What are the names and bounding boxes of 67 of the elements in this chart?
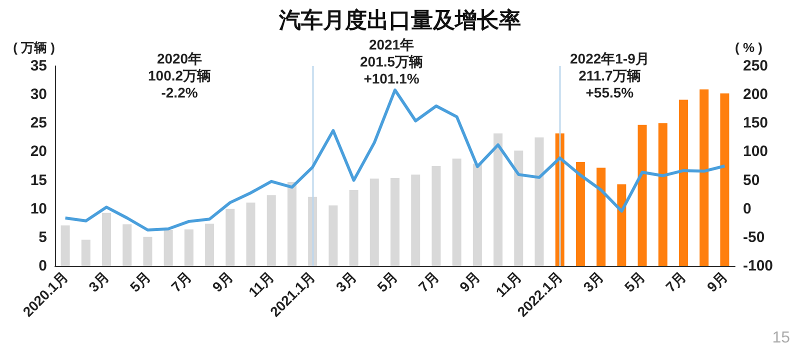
line-series <box>64 88 726 232</box>
annotation: 2020年 100.2万辆 -2.2% <box>148 50 212 100</box>
x-tick-label: 9月 <box>456 268 484 296</box>
y2-tick-label: -100 <box>743 258 774 274</box>
bar <box>452 158 462 266</box>
bar <box>266 195 276 266</box>
x-tick-label: 9月 <box>209 268 236 296</box>
bar <box>328 205 338 266</box>
bar <box>390 178 400 266</box>
bar <box>494 133 503 266</box>
bar <box>658 123 668 266</box>
bar <box>246 202 256 266</box>
bar <box>349 190 358 266</box>
bar <box>596 168 606 266</box>
y-tick-label: 25 <box>30 114 47 132</box>
bar <box>205 224 214 266</box>
bar <box>432 166 441 266</box>
annotation: 2021年 201.5万辆 +101.1% <box>360 36 424 86</box>
bar <box>472 164 482 266</box>
bar <box>60 225 70 266</box>
y2-tick-label: -50 <box>743 228 765 246</box>
y2-tick-label: 50 <box>743 172 760 189</box>
y2-tick-label: 100 <box>743 143 768 160</box>
chart-title: 汽车月度出口量及增长率 <box>278 8 521 32</box>
bar <box>700 89 709 266</box>
y-tick-label: 30 <box>30 86 47 104</box>
bar <box>534 137 544 266</box>
x-tick-label: 5月 <box>126 268 154 296</box>
y2-tick-label: 0 <box>743 200 752 218</box>
bar <box>287 182 296 266</box>
annotation: 2022年1-9月 211.7万辆 +55.5% <box>570 50 650 100</box>
x-tick-label: 7月 <box>415 268 442 296</box>
y2-tick-label: 250 <box>743 58 768 74</box>
x-tick-label: 3月 <box>580 268 607 296</box>
x-tick-label: 7月 <box>662 268 690 296</box>
y-axis-title: ( 万辆 ) <box>13 40 55 55</box>
bar <box>122 224 132 266</box>
bar <box>720 93 730 266</box>
bar <box>143 236 152 266</box>
x-tick-label: 3月 <box>332 268 360 296</box>
y2-tick-label: 150 <box>743 114 768 132</box>
x-tick-label: 9月 <box>704 268 730 296</box>
y2-axis-title: ( % ) <box>735 40 762 55</box>
bar <box>81 240 90 266</box>
bar <box>576 162 585 266</box>
x-tick-label: 7月 <box>168 268 195 296</box>
x-tick-label: 5月 <box>621 268 648 296</box>
bar <box>164 230 173 266</box>
bar <box>184 229 194 266</box>
y2-tick-label: 200 <box>743 86 768 104</box>
y-tick-label: 15 <box>30 172 47 189</box>
bar <box>678 100 688 266</box>
bar <box>226 208 235 266</box>
bar <box>638 124 647 266</box>
y-tick-label: 20 <box>30 143 47 160</box>
y-tick-label: 5 <box>38 228 47 246</box>
y-tick-label: 0 <box>38 258 47 274</box>
y-tick-label: 35 <box>30 58 47 74</box>
x-tick-label: 3月 <box>85 268 112 296</box>
bar <box>514 150 524 266</box>
x-tick-label: 5月 <box>374 268 401 296</box>
bar <box>102 212 112 266</box>
bar <box>370 178 379 266</box>
text: 15 <box>772 330 790 346</box>
y-tick-label: 10 <box>30 200 47 218</box>
bar <box>411 174 420 266</box>
bar <box>617 184 626 266</box>
